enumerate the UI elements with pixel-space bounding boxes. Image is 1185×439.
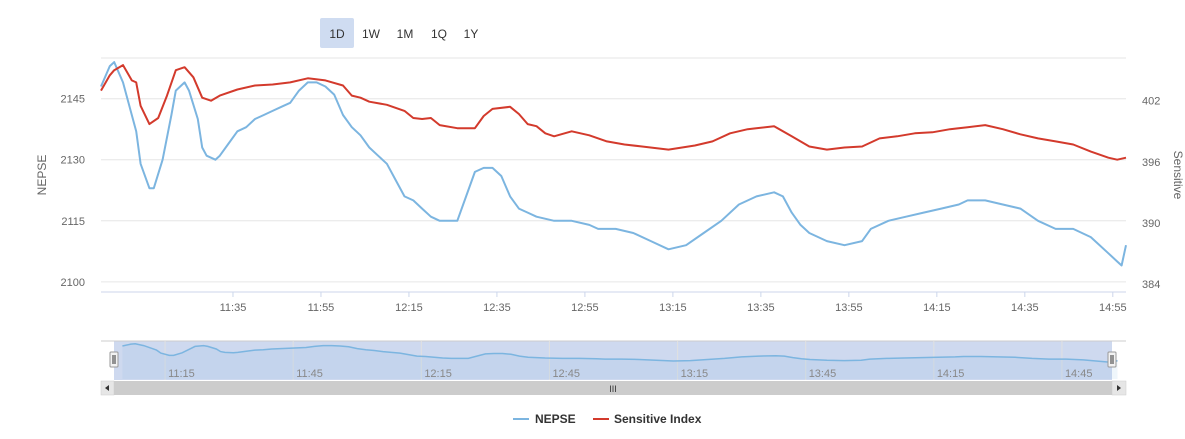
range-button-1d[interactable]: 1D [329,27,345,41]
scrollbar-thumb[interactable] [114,381,1112,395]
series-line-sensitive-index[interactable] [100,64,1127,161]
y-axis-right: 384 390 396 402 [1142,96,1160,291]
y-axis-right-title: Sensitive [1171,151,1185,200]
navigator-handle-left[interactable] [109,351,119,368]
x-tick-label: 12:55 [571,302,599,314]
legend-nepse-label: NEPSE [535,412,576,426]
legend: NEPSE Sensitive Index [513,412,702,426]
range-button-1m[interactable]: 1M [397,27,414,41]
y-left-tick-label: 2115 [61,216,85,228]
x-axis: 11:35 11:55 12:15 12:35 12:55 13:15 13:35 13:55… [220,292,1127,314]
series-group [100,61,1127,267]
x-tick-label: 13:15 [659,302,687,314]
range-button-1q[interactable]: 1Q [431,27,447,41]
navigator-labels: 11:15 11:45 12:15 12:45 13:15 13:45 14:15 14:45 [168,368,1092,380]
svg-text:1Q: 1Q [431,27,447,41]
y-axis-left-title: NEPSE [35,155,49,196]
range-button-1w[interactable]: 1W [362,27,381,41]
navigator-line-nepse [122,343,1118,364]
y-left-tick-label: 2130 [61,155,85,167]
scrollbar[interactable]: III [100,380,1127,396]
x-tick-label: 13:55 [835,302,863,314]
navigator-handle-right[interactable] [1107,351,1117,368]
navigator-label: 12:15 [424,368,452,380]
navigator-label: 14:15 [937,368,965,380]
navigator-label: 13:45 [809,368,837,380]
range-button-1y[interactable]: 1Y [464,27,479,41]
range-selector: 1D 1W 1M 1Q 1Y [320,18,478,48]
x-tick-label: 12:35 [483,302,511,314]
navigator-label: 14:45 [1065,368,1093,380]
y-left-tick-label: 2145 [61,94,85,106]
navigator-label: 11:45 [296,368,323,380]
range-selected-highlight [320,18,354,48]
x-tick-label: 14:55 [1099,302,1127,314]
y-left-tick-label: 2100 [61,277,85,289]
x-tick-label: 12:15 [395,302,423,314]
x-tick-label: 11:35 [220,302,247,314]
navigator-label: 11:15 [168,368,195,380]
series-line-nepse[interactable] [100,61,1127,267]
navigator[interactable]: 11:15 11:45 12:15 12:45 13:15 13:45 14:15 14:45 [101,340,1126,380]
x-tick-label: 14:35 [1011,302,1039,314]
navigator-series [122,343,1118,379]
scroll-right-arrow-icon [1117,385,1121,391]
y-right-tick-label: 390 [1142,218,1160,230]
svg-text:1Y: 1Y [464,27,479,41]
svg-text:1D: 1D [329,27,345,41]
legend-sensitive-label: Sensitive Index [614,412,702,426]
scrollbar-grip-icon[interactable]: III [609,384,617,394]
svg-text:1W: 1W [362,27,381,41]
legend-item-sensitive[interactable]: Sensitive Index [593,412,702,426]
y-right-tick-label: 384 [1142,279,1160,291]
navigator-selected-mask[interactable] [114,341,1112,380]
x-tick-label: 11:55 [308,302,335,314]
x-tick-label: 13:35 [747,302,775,314]
y-right-tick-label: 396 [1142,157,1160,169]
y-right-tick-label: 402 [1142,96,1160,108]
scroll-left-arrow-icon [105,385,109,391]
navigator-area [122,343,1118,379]
x-tick-label: 14:15 [923,302,951,314]
navigator-label: 12:45 [552,368,580,380]
legend-item-nepse[interactable]: NEPSE [513,412,576,426]
y-axis-left: 2100 2115 2130 2145 [61,94,85,289]
svg-text:1M: 1M [397,27,414,41]
gridlines [101,57,1126,283]
navigator-label: 13:15 [681,368,709,380]
